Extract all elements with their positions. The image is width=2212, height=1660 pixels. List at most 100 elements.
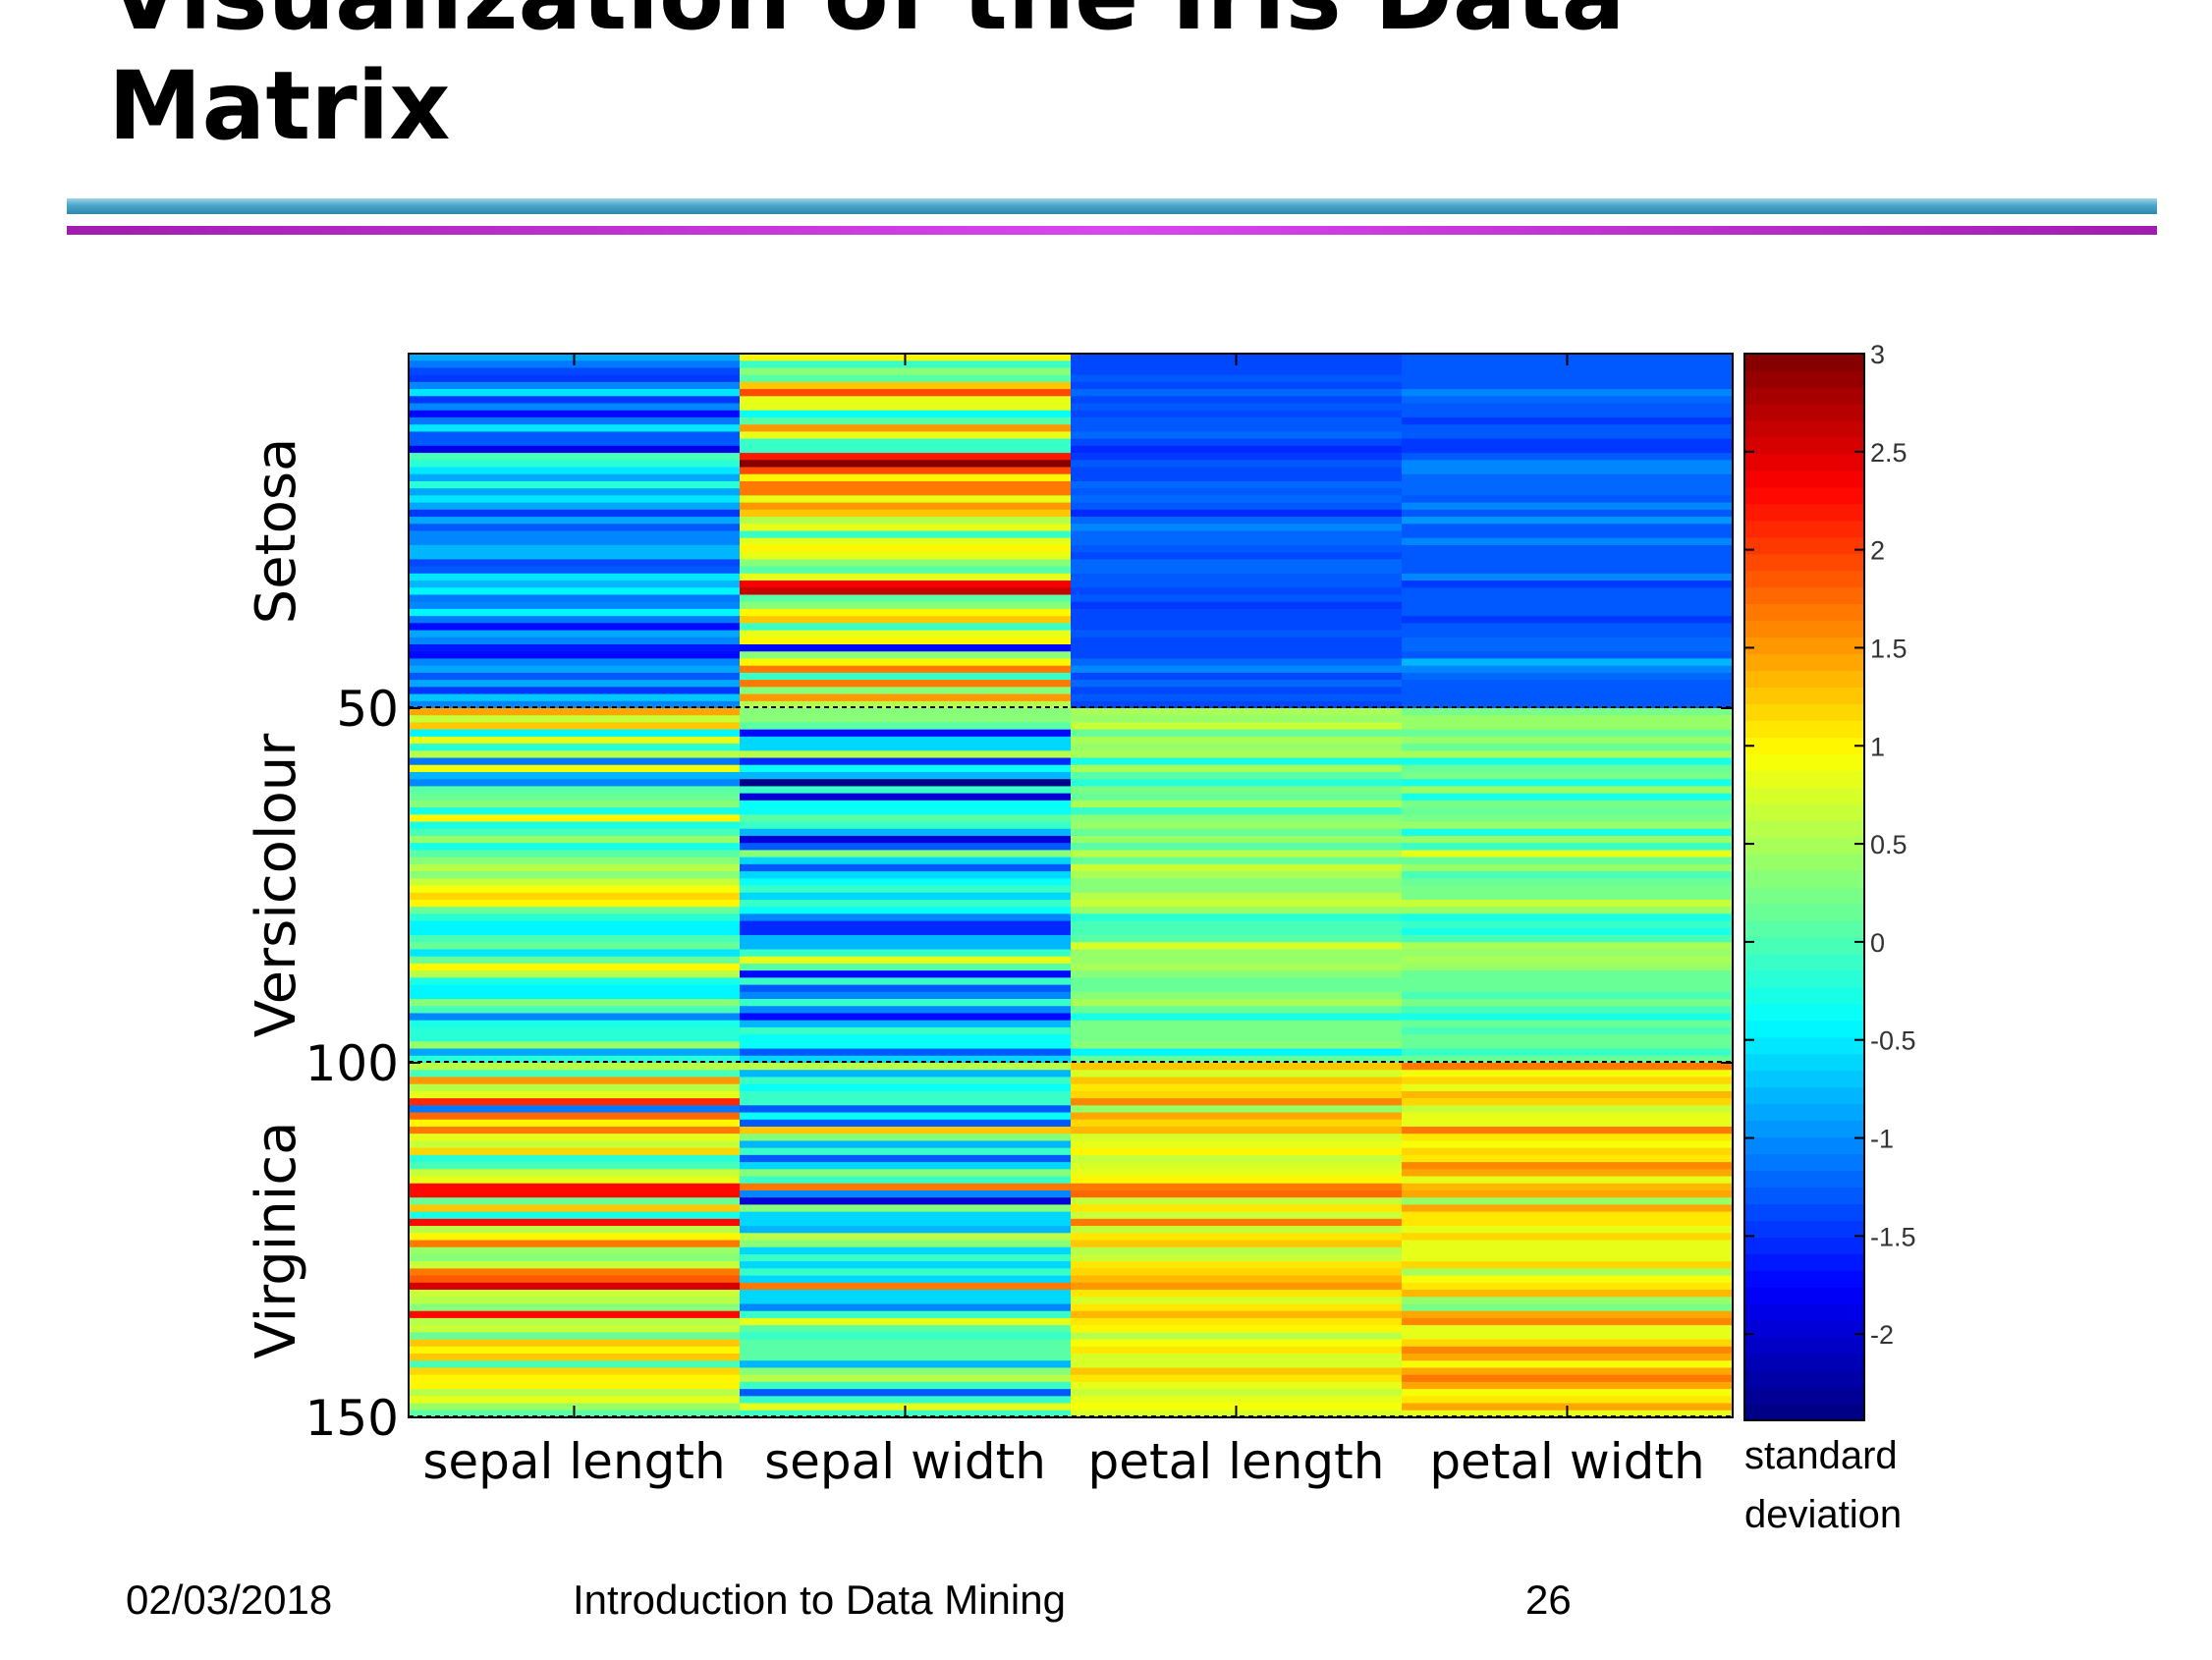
- heatmap-cell: [1402, 1162, 1734, 1170]
- heatmap-cell: [409, 460, 741, 469]
- heatmap-cell: [1071, 1218, 1403, 1227]
- colorbar-band: [1744, 986, 1864, 1005]
- heatmap-cell: [409, 750, 741, 759]
- heatmap-cell: [409, 1233, 741, 1242]
- heatmap-cell: [1071, 1290, 1403, 1298]
- heatmap-cell: [740, 623, 1072, 632]
- heatmap-cell: [409, 1083, 741, 1092]
- heatmap-cell: [409, 1325, 741, 1333]
- heatmap-cell: [1402, 1112, 1734, 1121]
- heatmap-cell: [1402, 1183, 1734, 1191]
- heatmap-cell: [1071, 715, 1403, 724]
- heatmap-cell: [409, 1126, 741, 1134]
- heatmap-cell: [740, 460, 1072, 469]
- heatmap-cell: [409, 1077, 741, 1085]
- heatmap-cell: [1402, 729, 1734, 738]
- heatmap-cell: [1402, 835, 1734, 844]
- colorbar-band: [1744, 903, 1864, 921]
- heatmap-cell: [1402, 1240, 1734, 1248]
- heatmap-cell: [1071, 1083, 1403, 1092]
- colorbar-band: [1744, 1237, 1864, 1254]
- heatmap-cell: [409, 658, 741, 667]
- heatmap-cell: [409, 644, 741, 652]
- colorbar-band: [1744, 720, 1864, 738]
- heatmap-cell: [740, 552, 1072, 560]
- heatmap-cell: [740, 1083, 1072, 1092]
- heatmap-cell: [409, 835, 741, 844]
- heatmap-cell: [409, 636, 741, 645]
- heatmap-cell: [1071, 445, 1403, 454]
- heatmap-cell: [740, 736, 1072, 745]
- heatmap-cell: [409, 1063, 741, 1071]
- heatmap-cell: [1071, 552, 1403, 560]
- heatmap-cell: [1402, 1253, 1734, 1262]
- heatmap-cell: [1071, 509, 1403, 518]
- heatmap-cell: [1402, 1126, 1734, 1134]
- heatmap-cell: [409, 1169, 741, 1178]
- heatmap-cell: [1402, 424, 1734, 433]
- colorbar-label-line2: deviation: [1744, 1493, 1902, 1536]
- heatmap-cell: [740, 970, 1072, 978]
- heatmap-cell: [740, 1063, 1072, 1071]
- heatmap-cell: [1071, 700, 1403, 709]
- colorbar-tick-label: -1.5: [1870, 1222, 1916, 1251]
- heatmap-cell: [409, 1105, 741, 1114]
- heatmap-cell: [1071, 1240, 1403, 1248]
- colorbar-band: [1744, 1003, 1864, 1022]
- heatmap-cell: [1071, 1389, 1403, 1397]
- colorbar-band: [1744, 570, 1864, 588]
- heatmap-cell: [1402, 389, 1734, 397]
- colorbar-band: [1744, 536, 1864, 555]
- heatmap-cell: [740, 544, 1072, 553]
- heatmap-cell: [1071, 374, 1403, 383]
- heatmap-cell: [1071, 517, 1403, 525]
- colorbar-band: [1744, 687, 1864, 704]
- colorbar-band: [1744, 1287, 1864, 1304]
- heatmap-cell: [409, 445, 741, 454]
- heatmap-cell: [740, 573, 1072, 581]
- heatmap-cell: [1071, 793, 1403, 802]
- heatmap-cell: [1402, 1055, 1734, 1064]
- heatmap-cell: [1071, 835, 1403, 844]
- heatmap-cell: [1071, 680, 1403, 688]
- heatmap-cell: [1071, 821, 1403, 830]
- colorbar-band: [1744, 1337, 1864, 1355]
- heatmap-cell: [409, 616, 741, 624]
- heatmap-cell: [409, 687, 741, 695]
- heatmap-cell: [1071, 927, 1403, 936]
- colorbar-band: [1744, 887, 1864, 905]
- colorbar-band: [1744, 854, 1864, 871]
- heatmap-cell: [1402, 1325, 1734, 1333]
- heatmap-cell: [1402, 1354, 1734, 1361]
- heatmap-cell: [1071, 999, 1403, 1007]
- heatmap-cell: [1071, 367, 1403, 376]
- heatmap-cell: [409, 587, 741, 596]
- heatmap-cell: [740, 708, 1072, 716]
- colorbar-tick-label: -1: [1870, 1125, 1894, 1154]
- heatmap-cell: [1071, 473, 1403, 482]
- heatmap-cell: [740, 1339, 1072, 1348]
- heatmap-cell: [740, 1154, 1072, 1163]
- heatmap-cell: [740, 488, 1072, 496]
- heatmap-cell: [1402, 750, 1734, 759]
- heatmap-cell: [1071, 488, 1403, 496]
- heatmap-cell: [409, 672, 741, 681]
- heatmap-cell: [409, 878, 741, 887]
- colorbar-tick-label: 0: [1870, 928, 1885, 958]
- colorbar-band: [1744, 620, 1864, 638]
- heatmap-cell: [409, 1026, 741, 1035]
- heatmap-cell: [1402, 651, 1734, 660]
- heatmap-cell: [409, 1332, 741, 1341]
- heatmap-cell: [1071, 1282, 1403, 1291]
- title-rule-purple: [67, 226, 2157, 235]
- heatmap-cell: [1071, 907, 1403, 914]
- heatmap-cell: [409, 1268, 741, 1277]
- heatmap-cell: [740, 396, 1072, 405]
- heatmap-cell: [409, 1282, 741, 1291]
- heatmap-cell: [1402, 636, 1734, 645]
- heatmap-cell: [1071, 608, 1403, 617]
- heatmap-cell: [740, 779, 1072, 788]
- heatmap-cell: [1071, 1297, 1403, 1305]
- heatmap-cell: [1402, 1218, 1734, 1227]
- heatmap-cell: [1071, 935, 1403, 943]
